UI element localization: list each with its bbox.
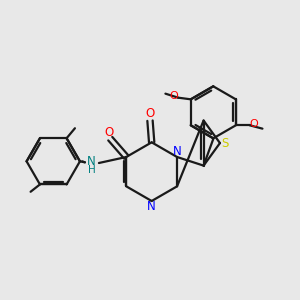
Text: N: N: [147, 200, 156, 214]
Text: O: O: [249, 119, 258, 129]
Text: H: H: [88, 165, 95, 175]
Text: N: N: [173, 145, 182, 158]
Text: S: S: [221, 136, 229, 150]
Text: O: O: [146, 107, 154, 120]
Text: O: O: [104, 125, 113, 139]
Text: O: O: [170, 91, 178, 101]
Text: N: N: [87, 155, 96, 168]
